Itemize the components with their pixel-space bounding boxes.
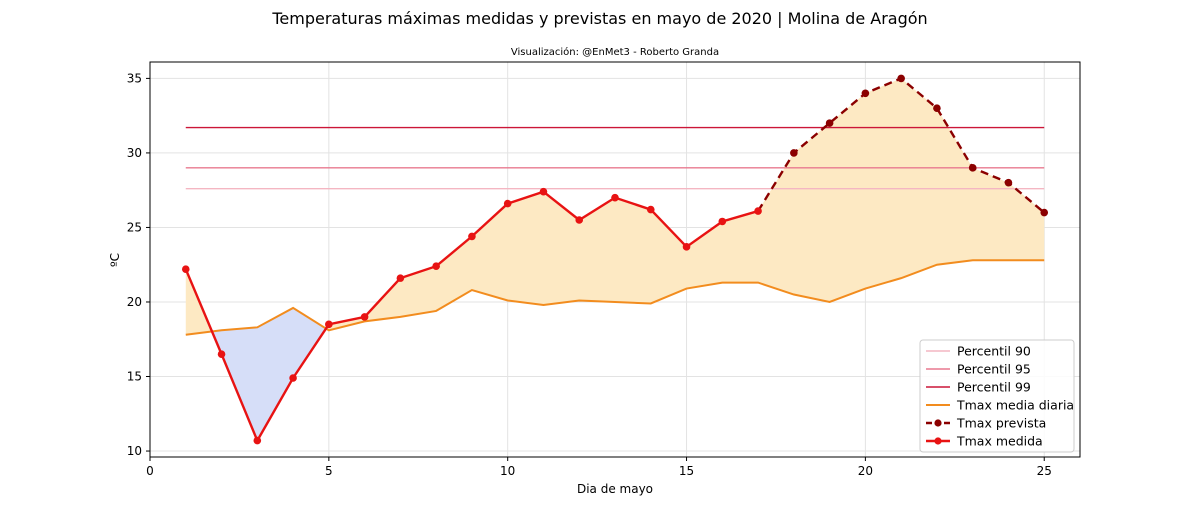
legend-label: Percentil 90 xyxy=(957,344,1031,359)
legend-marker xyxy=(934,437,942,445)
x-axis-label: Dia de mayo xyxy=(577,482,653,496)
fill-below-mean xyxy=(212,307,327,441)
y-tick-label: 25 xyxy=(127,220,142,234)
y-tick-label: 30 xyxy=(127,146,142,160)
fill-above-mean xyxy=(326,78,1045,331)
tmax-medida-point xyxy=(646,205,655,214)
tmax-medida-point xyxy=(754,207,762,215)
tmax-medida-point xyxy=(360,313,369,321)
tmax-medida-point xyxy=(396,274,405,282)
tmax-prevista-point xyxy=(825,119,834,127)
y-axis-label: ºC xyxy=(108,253,122,267)
legend-label: Percentil 95 xyxy=(957,362,1031,377)
y-tick-label: 20 xyxy=(127,295,142,309)
tmax-prevista-point xyxy=(861,89,870,98)
tmax-medida-point xyxy=(289,374,297,382)
x-tick-label: 10 xyxy=(500,464,515,478)
axis-ticks: 0 5 10 15 20 25 10 15 20 25 30 35 xyxy=(127,71,1052,478)
x-tick-label: 15 xyxy=(679,464,694,478)
tmax-medida-point xyxy=(468,232,476,241)
tmax-medida-point xyxy=(217,350,226,358)
legend-label: Tmax media diaria xyxy=(956,398,1074,413)
tmax-prevista-point xyxy=(790,149,798,157)
legend-label: Tmax prevista xyxy=(956,416,1046,431)
tmax-medida-point xyxy=(611,193,619,202)
legend-label: Percentil 99 xyxy=(957,380,1031,395)
x-tick-label: 20 xyxy=(858,464,873,478)
legend-label: Tmax medida xyxy=(956,434,1043,449)
tmax-prevista-point xyxy=(897,74,905,83)
plot-frame xyxy=(149,61,1081,458)
legend-box xyxy=(919,339,1075,453)
x-tick-label: 25 xyxy=(1037,464,1052,478)
x-tick-label: 0 xyxy=(146,464,154,478)
tmax-medida-point xyxy=(539,187,548,196)
tmax-prevista-point xyxy=(1004,178,1013,187)
tmax-medida-point xyxy=(718,217,727,226)
tmax-medida-point xyxy=(682,243,691,251)
tmax-prevista-point xyxy=(933,104,941,113)
tmax-medida-point xyxy=(575,216,584,224)
tmax-medida-point xyxy=(181,265,190,273)
tmax-medida-point xyxy=(325,320,333,329)
tmax-prevista-point xyxy=(1040,208,1049,217)
y-tick-label: 35 xyxy=(127,71,142,85)
tmax-medida-point xyxy=(503,199,512,208)
legend-marker xyxy=(934,419,942,427)
tmax-media-line xyxy=(185,259,1045,336)
tmax-prevista-point xyxy=(968,164,977,172)
legend: Percentil 90 Percentil 95 Percentil 99 Tmax… xyxy=(919,339,1075,453)
x-tick-label: 5 xyxy=(325,464,333,478)
tmax-medida-point xyxy=(432,262,440,271)
fill-areas xyxy=(185,78,1045,441)
series-lines xyxy=(184,77,1045,444)
y-tick-label: 15 xyxy=(127,370,142,384)
tmax-medida-point xyxy=(253,436,262,445)
chart-title: Temperaturas máximas medidas y previstas… xyxy=(271,9,927,28)
chart-subtitle: Visualización: @EnMet3 - Roberto Granda xyxy=(511,46,719,58)
y-tick-label: 10 xyxy=(127,444,142,458)
series-points xyxy=(181,74,1049,445)
